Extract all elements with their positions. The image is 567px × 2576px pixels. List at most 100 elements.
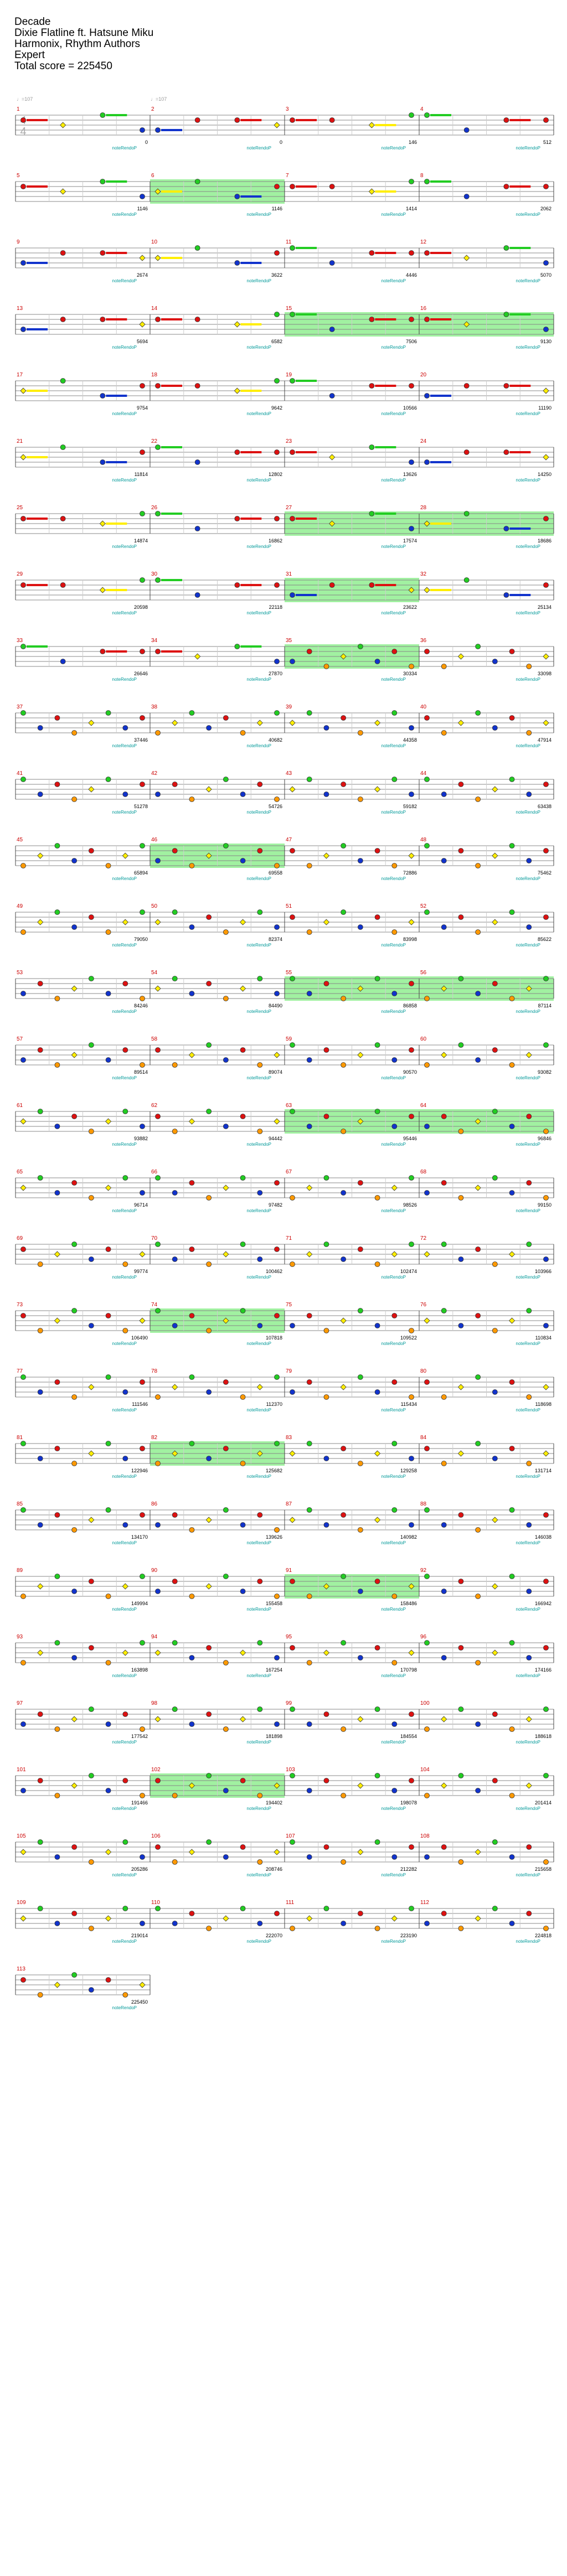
sustain-tail [430, 523, 451, 525]
measure-number: 53 [17, 970, 23, 976]
note-green [374, 1042, 380, 1048]
measure-number: 97 [17, 1700, 23, 1706]
note-yellow [54, 1317, 60, 1324]
note-green [475, 1374, 481, 1380]
note-orange [257, 1793, 263, 1798]
note-yellow [122, 1649, 128, 1656]
note-green [543, 1773, 549, 1778]
note-yellow [20, 1849, 27, 1855]
note-blue [54, 1190, 60, 1196]
note-green [155, 444, 161, 450]
note-red [140, 1379, 145, 1385]
note-blue [37, 792, 43, 797]
measure-score: 82374 [269, 937, 282, 942]
sustain-tail [509, 185, 531, 188]
measure-label: noteRendoP [382, 1009, 406, 1014]
note-red [140, 1446, 145, 1451]
note-red [155, 317, 161, 322]
measure-number: 95 [286, 1634, 292, 1640]
note-blue [463, 127, 470, 133]
note-green [274, 312, 280, 317]
measure-number: 45 [17, 837, 23, 843]
note-blue [357, 858, 363, 863]
measure-number: 109 [17, 1900, 26, 1906]
note-red [155, 1047, 161, 1053]
measure-number: 6 [151, 173, 154, 179]
measure-label: noteRendoP [112, 544, 137, 549]
note-blue [140, 1854, 145, 1860]
measure-number: 62 [151, 1103, 158, 1109]
measure-score: 110834 [535, 1335, 551, 1341]
measure-score: 100462 [266, 1269, 282, 1274]
note-blue [88, 1987, 94, 1993]
note-blue [71, 1655, 78, 1661]
note-orange [240, 1394, 246, 1400]
measure-number: 51 [286, 903, 292, 909]
note-yellow [306, 1184, 313, 1191]
note-orange [475, 863, 481, 868]
note-yellow [154, 1649, 161, 1656]
measure-label: noteRendoP [247, 1009, 271, 1014]
note-green [306, 1507, 312, 1513]
note-red [240, 1844, 246, 1850]
note-yellow [525, 985, 532, 992]
note-yellow [543, 454, 549, 461]
note-green [409, 112, 414, 118]
note-red [369, 383, 375, 389]
song-artist: Dixie Flatline ft. Hatsune Miku [14, 27, 154, 39]
measure-number: 82 [151, 1435, 158, 1441]
measure-score: 37446 [134, 737, 148, 743]
note-blue [105, 1721, 111, 1727]
measure-number: 83 [286, 1435, 292, 1441]
note-green [155, 577, 161, 583]
note-green [274, 1441, 280, 1446]
measure-number: 8 [420, 173, 424, 179]
note-orange [274, 1594, 280, 1599]
note-red [492, 981, 498, 986]
note-green [194, 245, 200, 251]
measure-label: noteRendoP [112, 345, 137, 350]
note-blue [37, 1522, 43, 1528]
note-red [274, 184, 280, 189]
note-red [543, 117, 549, 123]
measure-number: 43 [286, 770, 292, 777]
note-green [274, 1374, 280, 1380]
note-blue [424, 459, 430, 465]
measure-label: noteRendoP [247, 1474, 271, 1479]
measure-number: 35 [286, 638, 292, 644]
measure-label: noteRendoP [112, 478, 137, 483]
note-yellow [289, 720, 296, 726]
measure-number: 81 [17, 1435, 23, 1441]
note-green [424, 1640, 430, 1646]
note-blue [257, 1323, 263, 1328]
measure-label: noteRendoP [382, 1872, 406, 1877]
sustain-tail [509, 247, 531, 249]
sustain-tail [161, 318, 182, 320]
note-orange [172, 1129, 178, 1134]
note-red [223, 1379, 229, 1385]
measure-score: 170798 [400, 1667, 417, 1673]
note-orange [341, 1726, 347, 1732]
measure-number: 108 [420, 1833, 430, 1839]
measure-number: 30 [151, 571, 158, 577]
note-orange [357, 730, 363, 736]
measure-number: 23 [286, 438, 292, 444]
measure-score: 0 [145, 139, 148, 145]
note-blue [37, 1456, 43, 1461]
note-orange [88, 1926, 94, 1931]
note-red [458, 782, 464, 787]
note-red [122, 1047, 128, 1053]
note-red [240, 1778, 246, 1783]
note-green [122, 1839, 128, 1845]
measure-label: noteRendoP [382, 1673, 406, 1678]
note-red [290, 184, 295, 189]
measure-label: noteRendoP [516, 411, 540, 416]
note-green [290, 245, 295, 251]
note-yellow [525, 1782, 532, 1789]
note-blue [105, 991, 111, 996]
note-orange [424, 996, 430, 1001]
note-blue [274, 659, 280, 664]
note-yellow [441, 1052, 447, 1058]
measure-label: noteRendoP [382, 1939, 406, 1944]
note-yellow [424, 520, 430, 527]
